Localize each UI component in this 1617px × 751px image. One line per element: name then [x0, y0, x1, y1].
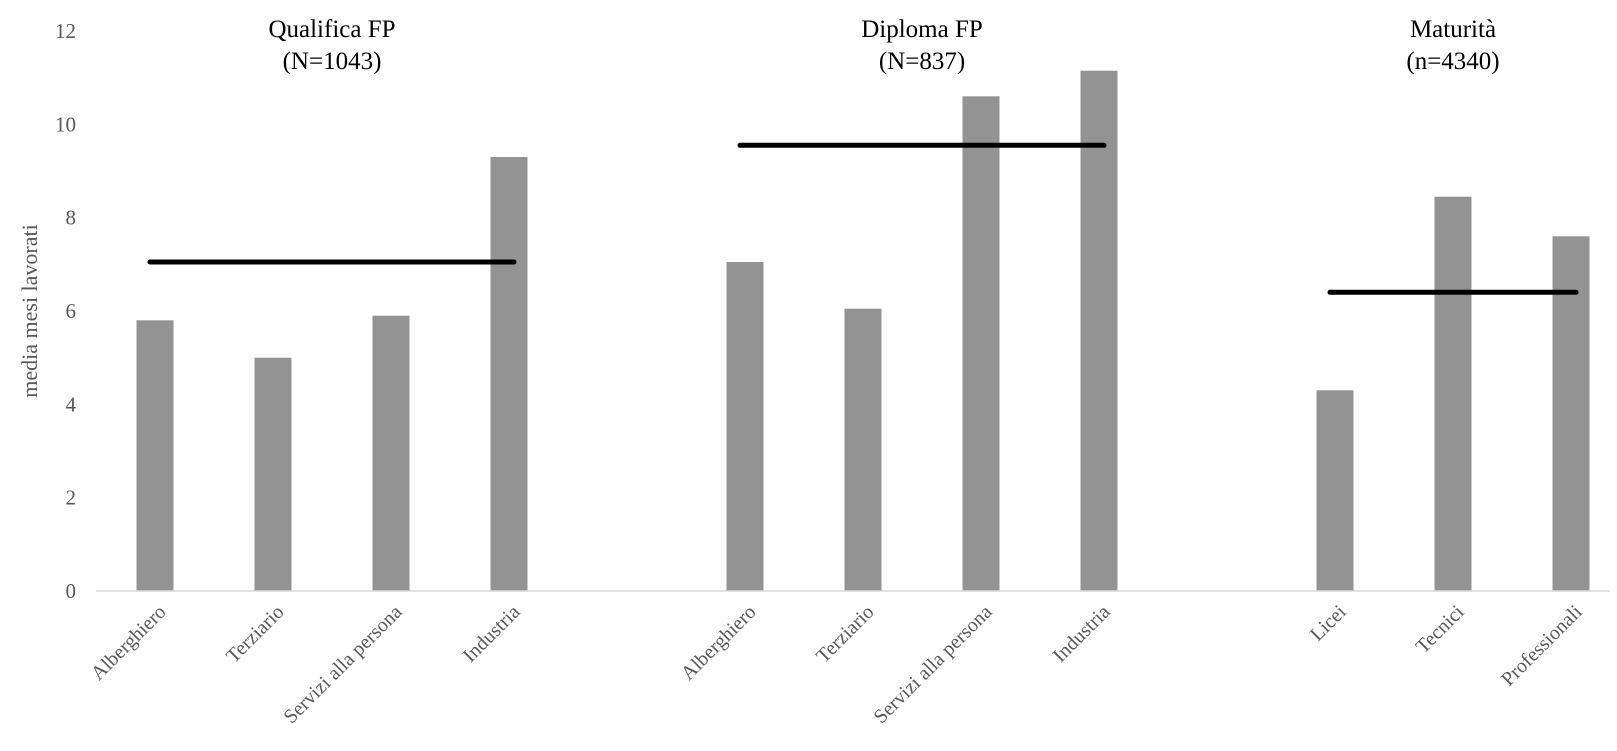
- y-tick-label: 6: [66, 299, 77, 323]
- category-label: Servizi alla persona: [279, 601, 406, 728]
- category-label: Industria: [459, 601, 525, 667]
- bar: [1552, 236, 1590, 592]
- group-title: Qualifica FP: [268, 16, 395, 43]
- bar: [372, 315, 410, 591]
- y-tick-label: 0: [66, 579, 77, 603]
- bar: [1080, 70, 1118, 591]
- category-label: Terziario: [222, 601, 288, 667]
- y-tick-label: 4: [66, 392, 77, 416]
- y-tick-label: 12: [55, 19, 76, 43]
- group-sample-size: (n=4340): [1406, 48, 1499, 75]
- group-sample-size: (N=1043): [283, 48, 382, 75]
- y-tick-label: 2: [66, 486, 77, 510]
- bar: [1316, 390, 1354, 591]
- bar: [490, 157, 528, 591]
- bar: [844, 308, 882, 591]
- category-label: Alberghiero: [677, 601, 761, 685]
- category-label: Professionali: [1497, 601, 1587, 691]
- group-title: Maturità: [1410, 16, 1496, 43]
- bar: [962, 96, 1000, 592]
- category-label: Licei: [1306, 601, 1351, 646]
- bar: [1434, 196, 1472, 591]
- bar-group: Licei Tecnici Professionali Maturità (n=4340…: [1306, 16, 1590, 690]
- category-label: Tecnici: [1412, 601, 1469, 658]
- bar: [726, 262, 764, 591]
- category-label: Alberghiero: [87, 601, 171, 685]
- group-title: Diploma FP: [861, 16, 983, 43]
- y-tick-label: 8: [66, 206, 77, 230]
- category-label: Servizi alla persona: [869, 601, 996, 728]
- group-sample-size: (N=837): [879, 48, 965, 75]
- y-tick-label: 10: [55, 112, 76, 136]
- bar: [136, 320, 174, 591]
- y-axis-label: media mesi lavorati: [17, 224, 42, 398]
- category-label: Terziario: [812, 601, 878, 667]
- category-label: Industria: [1049, 601, 1115, 667]
- y-axis: 0 2 4 6 8 10 12: [55, 19, 77, 603]
- bar: [254, 357, 292, 591]
